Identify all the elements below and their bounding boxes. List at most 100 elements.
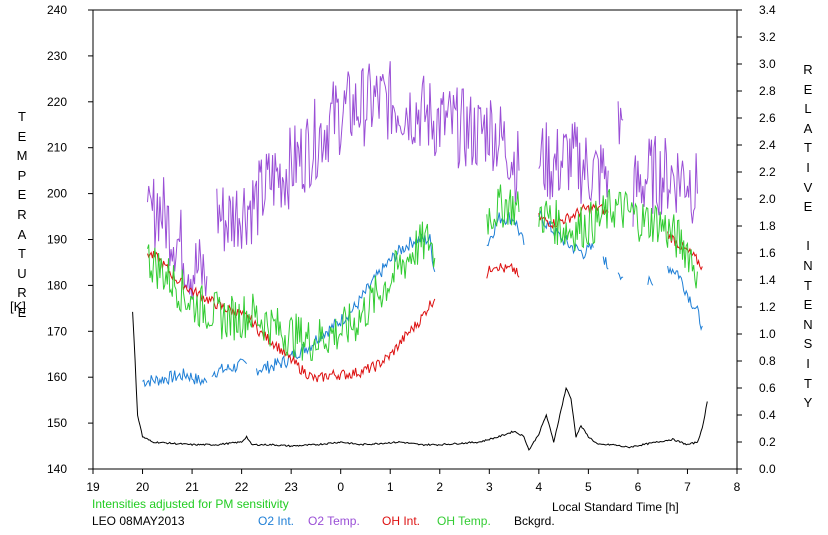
y-left-tick-label: 180 <box>47 278 67 292</box>
y-right-tick-label: 2.8 <box>759 84 776 98</box>
tick-labels: 19 20 21 22 23 0 1 2 3 4 5 6 7 8140150160170180190200… <box>47 3 776 494</box>
axis-label-letter: P <box>17 167 27 183</box>
y-left-tick-label: 220 <box>47 95 67 109</box>
series-line-segment <box>602 256 609 270</box>
axis-label-letter: N <box>803 316 813 332</box>
axis-label-letter: E <box>803 199 813 215</box>
y-left-tick-label: 160 <box>47 370 67 384</box>
y-right-tick-label: 1.6 <box>759 246 776 260</box>
x-tick-label: 5 <box>585 480 592 494</box>
axis-label-letter: T <box>804 140 812 156</box>
series-line-segment <box>147 251 436 383</box>
x-tick-label: 19 <box>86 480 100 494</box>
axis-label-letter: N <box>803 257 813 273</box>
axis-label-letter: E <box>17 304 27 320</box>
station-date-label: LEO 08MAY2013 <box>92 514 185 528</box>
x-tick-label: 1 <box>387 480 394 494</box>
y-right-tick-label: 3.0 <box>759 57 776 71</box>
series-o2-temp <box>147 61 698 300</box>
x-tick-label: 21 <box>185 480 199 494</box>
legend-oh-temp: OH Temp. <box>437 514 491 528</box>
y-right-tick-label: 2.6 <box>759 111 776 125</box>
y-left-tick-label: 240 <box>47 3 67 17</box>
y-right-tick-label: 0.8 <box>759 354 776 368</box>
x-tick-label: 0 <box>337 480 344 494</box>
y-left-tick-label: 170 <box>47 324 67 338</box>
axis-label-letter: T <box>18 246 26 262</box>
plot-border <box>92 9 738 470</box>
series-line-segment <box>147 221 436 361</box>
series-line-segment <box>632 135 698 227</box>
series-line-segment <box>667 231 703 271</box>
axis-label-letter: I <box>806 355 810 371</box>
x-tick-label: 8 <box>734 480 741 494</box>
axis-label-letter: M <box>16 148 28 164</box>
series-oh-temp <box>147 184 698 361</box>
series-o2-int <box>142 208 703 388</box>
series-line-segment <box>647 275 654 286</box>
y-left-tick-label: 200 <box>47 187 67 201</box>
x-tick-label: 6 <box>635 480 642 494</box>
axis-label-letter: E <box>803 297 813 313</box>
series-line-segment <box>617 272 624 281</box>
axis-label-letter: I <box>806 159 810 175</box>
y-right-tick-label: 1.8 <box>759 219 776 233</box>
axis-label-letter: E <box>803 81 813 97</box>
y-right-tick-label: 0.4 <box>759 408 776 422</box>
y-left-tick-label: 140 <box>47 462 67 476</box>
series-line-segment <box>486 184 520 235</box>
legend-o2-temp: O2 Temp. <box>308 514 360 528</box>
series-line-segment <box>486 211 525 247</box>
series-layer <box>132 61 708 451</box>
y-left-tick-label: 210 <box>47 141 67 155</box>
axis-label-letter: U <box>17 265 27 281</box>
axis-label-letter: L <box>804 101 812 117</box>
sensitivity-note: Intensities adjusted for PM sensitivity <box>92 497 289 511</box>
axis-label-letter: A <box>803 120 813 136</box>
series-line-segment <box>667 265 703 331</box>
series-line-segment <box>486 262 520 279</box>
series-line-segment <box>147 177 208 300</box>
series-line-segment <box>211 358 247 378</box>
axis-label-letter: T <box>804 375 812 391</box>
axis-label-letter: R <box>17 285 27 301</box>
axis-label-letter: S <box>803 336 813 352</box>
series-line-segment <box>617 101 624 145</box>
axis-label-letter: R <box>17 206 27 222</box>
y-right-tick-label: 2.4 <box>759 138 776 152</box>
legend-bckgrd: Bckgrd. <box>514 514 555 528</box>
x-tick-label: 20 <box>136 480 150 494</box>
series-line-segment <box>132 311 708 451</box>
axis-label-letter <box>800 217 816 237</box>
axis-label-letter: A <box>17 226 27 242</box>
x-tick-label: 22 <box>235 480 249 494</box>
plot-frame <box>88 9 742 474</box>
x-tick-label: 23 <box>284 480 298 494</box>
axis-label-letter: T <box>804 277 812 293</box>
series-line-segment <box>538 122 609 205</box>
y-right-tick-label: 0.0 <box>759 462 776 476</box>
axis-label-letter: R <box>803 62 813 77</box>
series-oh-int <box>147 203 703 383</box>
x-tick-label: 2 <box>436 480 443 494</box>
axis-label-letter: V <box>803 179 813 195</box>
legend-oh-int: OH Int. <box>382 514 421 528</box>
series-line-segment <box>142 368 208 388</box>
y-right-tick-label: 1.4 <box>759 273 776 287</box>
axis-label-letter: E <box>17 187 27 203</box>
y-right-tick-label: 1.0 <box>759 327 776 341</box>
y-left-tick-label: 150 <box>47 416 67 430</box>
series-line-segment <box>256 233 436 376</box>
y-right-tick-label: 2.0 <box>759 192 776 206</box>
axis-label-letter: I <box>806 238 810 254</box>
left-axis-unit: [K] <box>10 299 26 314</box>
series-line-segment <box>538 189 698 289</box>
x-tick-label: 3 <box>486 480 493 494</box>
legend-o2-int: O2 Int. <box>258 514 295 528</box>
y-right-tick-label: 2.2 <box>759 165 776 179</box>
y-right-tick-label: 0.6 <box>759 381 776 395</box>
x-tick-label: 4 <box>536 480 543 494</box>
